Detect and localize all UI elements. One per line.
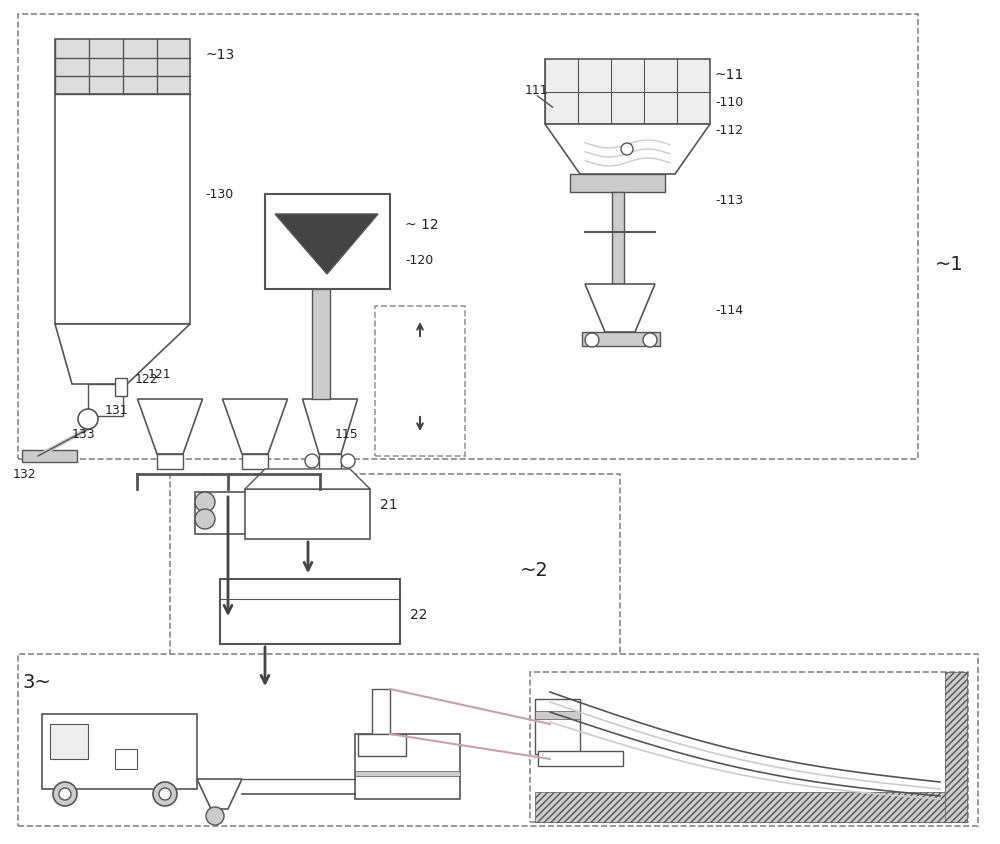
Circle shape <box>159 788 171 800</box>
Bar <box>535 711 580 719</box>
Polygon shape <box>275 214 378 274</box>
Circle shape <box>195 492 215 512</box>
Text: ~ 12: ~ 12 <box>405 218 439 232</box>
Text: 121: 121 <box>148 368 172 381</box>
Bar <box>538 751 623 766</box>
Circle shape <box>78 409 98 430</box>
Bar <box>312 289 330 399</box>
Text: 122: 122 <box>135 373 159 386</box>
Text: ~2: ~2 <box>520 560 549 579</box>
Circle shape <box>59 788 71 800</box>
Bar <box>319 454 341 469</box>
Bar <box>115 749 137 769</box>
Bar <box>42 714 197 789</box>
Text: -110: -110 <box>715 96 743 110</box>
Circle shape <box>341 454 355 468</box>
Polygon shape <box>545 125 710 175</box>
Bar <box>945 672 967 822</box>
Text: -130: -130 <box>205 188 233 201</box>
Polygon shape <box>303 399 358 454</box>
Bar <box>170 474 620 663</box>
Text: 22: 22 <box>410 608 428 621</box>
Bar <box>582 333 660 347</box>
Bar <box>535 792 965 822</box>
Polygon shape <box>197 779 242 809</box>
Bar <box>612 192 624 284</box>
Bar <box>530 672 968 822</box>
Circle shape <box>206 807 224 825</box>
Text: 111: 111 <box>525 84 549 96</box>
Bar <box>195 492 250 534</box>
Text: 132: 132 <box>13 468 37 481</box>
Circle shape <box>153 782 177 806</box>
Text: 115: 115 <box>335 428 359 441</box>
Circle shape <box>585 333 599 348</box>
Polygon shape <box>245 469 370 490</box>
Polygon shape <box>138 399 203 454</box>
Bar <box>22 451 77 463</box>
Text: ~13: ~13 <box>205 48 234 62</box>
Polygon shape <box>55 325 190 385</box>
Text: -114: -114 <box>715 303 743 316</box>
Bar <box>157 454 183 469</box>
Circle shape <box>195 510 215 529</box>
Bar <box>355 734 460 799</box>
Bar <box>372 690 390 734</box>
Bar <box>18 15 918 459</box>
Bar <box>55 95 190 325</box>
Bar <box>375 306 465 457</box>
Bar <box>242 454 268 469</box>
Circle shape <box>305 454 319 468</box>
Text: -113: -113 <box>715 193 743 206</box>
Polygon shape <box>585 284 655 333</box>
Bar <box>245 490 370 539</box>
Text: -120: -120 <box>405 253 433 266</box>
Text: ~11: ~11 <box>715 68 744 82</box>
Bar <box>50 724 88 759</box>
Bar <box>358 734 406 756</box>
Bar <box>535 699 580 754</box>
Circle shape <box>53 782 77 806</box>
Text: 3~: 3~ <box>22 673 51 692</box>
Bar <box>220 579 400 644</box>
Bar <box>545 60 710 125</box>
Bar <box>570 175 665 192</box>
Text: 131: 131 <box>105 403 129 416</box>
Bar <box>18 654 978 826</box>
Polygon shape <box>223 399 288 454</box>
Text: ~1: ~1 <box>935 255 964 274</box>
Text: 133: 133 <box>72 428 96 441</box>
Bar <box>88 385 123 416</box>
Bar <box>355 771 460 776</box>
Circle shape <box>643 333 657 348</box>
Circle shape <box>621 143 633 156</box>
Bar <box>265 195 390 289</box>
Text: -112: -112 <box>715 123 743 137</box>
Bar <box>115 379 127 397</box>
Bar <box>55 40 190 95</box>
Text: 21: 21 <box>380 497 398 511</box>
